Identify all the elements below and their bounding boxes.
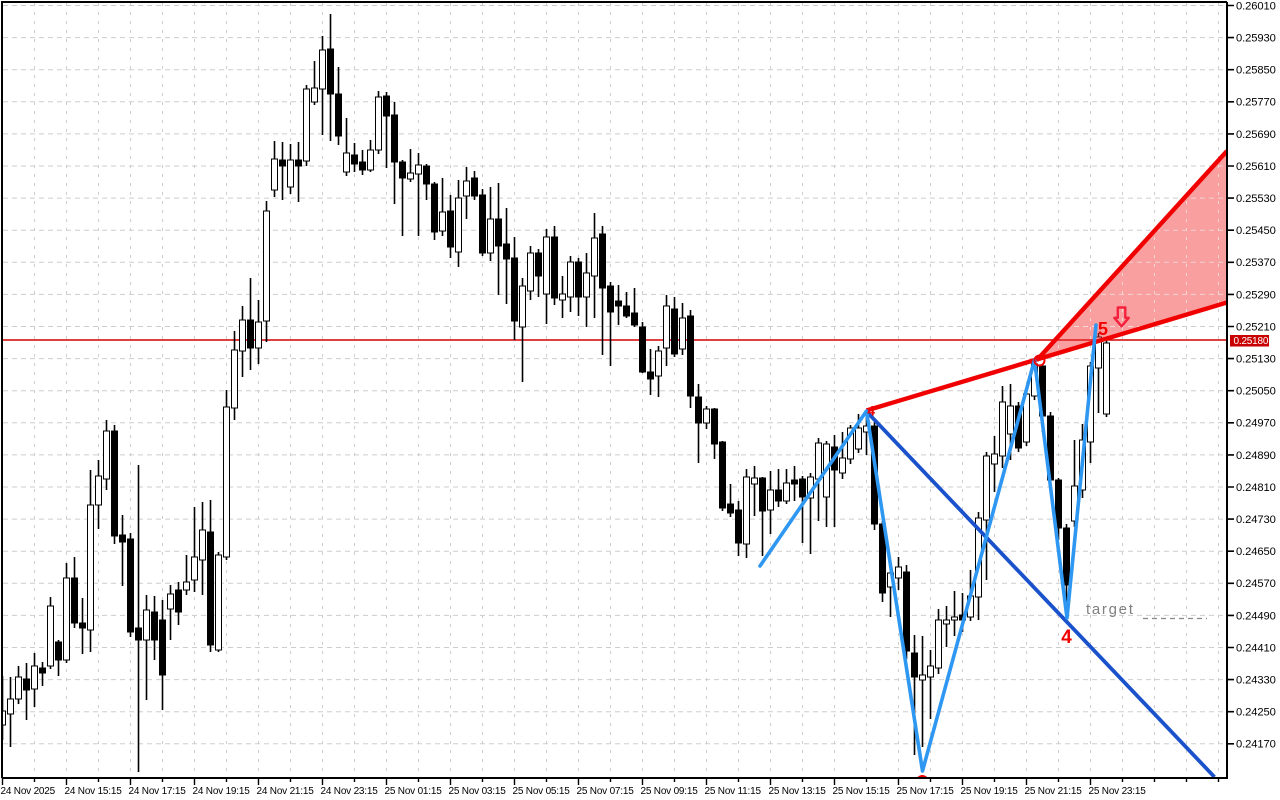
svg-text:0.25690: 0.25690 bbox=[1236, 129, 1276, 141]
svg-text:0.24810: 0.24810 bbox=[1236, 482, 1276, 494]
svg-text:0.25850: 0.25850 bbox=[1236, 65, 1276, 77]
svg-text:0.25290: 0.25290 bbox=[1236, 289, 1276, 301]
svg-text:0.24250: 0.24250 bbox=[1236, 707, 1276, 719]
svg-text:0.24170: 0.24170 bbox=[1236, 739, 1276, 751]
svg-text:target: target bbox=[1086, 601, 1135, 618]
svg-text:25 Nov 15:15: 25 Nov 15:15 bbox=[833, 786, 891, 797]
svg-text:0.25930: 0.25930 bbox=[1236, 33, 1276, 45]
svg-text:4: 4 bbox=[1061, 627, 1072, 648]
svg-text:25 Nov 19:15: 25 Nov 19:15 bbox=[961, 786, 1019, 797]
svg-text:0.24650: 0.24650 bbox=[1236, 546, 1276, 558]
svg-text:24 Nov 15:15: 24 Nov 15:15 bbox=[65, 786, 123, 797]
svg-text:0.25770: 0.25770 bbox=[1236, 97, 1276, 109]
svg-text:25 Nov 11:15: 25 Nov 11:15 bbox=[705, 786, 762, 797]
svg-text:0.24730: 0.24730 bbox=[1236, 514, 1276, 526]
svg-text:0.24970: 0.24970 bbox=[1236, 418, 1276, 430]
svg-text:24 Nov 21:15: 24 Nov 21:15 bbox=[257, 786, 315, 797]
svg-text:0.25210: 0.25210 bbox=[1236, 321, 1276, 333]
svg-text:0.24330: 0.24330 bbox=[1236, 675, 1276, 687]
svg-text:25 Nov 01:15: 25 Nov 01:15 bbox=[385, 786, 443, 797]
svg-text:0.24570: 0.24570 bbox=[1236, 578, 1276, 590]
svg-text:24 Nov 2025: 24 Nov 2025 bbox=[1, 786, 56, 797]
svg-text:25 Nov 07:15: 25 Nov 07:15 bbox=[577, 786, 635, 797]
svg-text:5: 5 bbox=[1098, 319, 1108, 339]
svg-text:25 Nov 21:15: 25 Nov 21:15 bbox=[1025, 786, 1083, 797]
svg-text:0.24410: 0.24410 bbox=[1236, 642, 1276, 654]
svg-text:0.25130: 0.25130 bbox=[1236, 354, 1276, 366]
svg-text:25 Nov 03:15: 25 Nov 03:15 bbox=[449, 786, 507, 797]
svg-text:25 Nov 23:15: 25 Nov 23:15 bbox=[1089, 786, 1147, 797]
svg-text:0.25450: 0.25450 bbox=[1236, 225, 1276, 237]
svg-text:25 Nov 09:15: 25 Nov 09:15 bbox=[641, 786, 699, 797]
svg-text:0.26010: 0.26010 bbox=[1236, 0, 1276, 12]
svg-text:24 Nov 17:15: 24 Nov 17:15 bbox=[129, 786, 187, 797]
svg-text:0.24490: 0.24490 bbox=[1236, 610, 1276, 622]
svg-text:25 Nov 05:15: 25 Nov 05:15 bbox=[513, 786, 571, 797]
svg-text:0.25530: 0.25530 bbox=[1236, 193, 1276, 205]
svg-text:0.25180: 0.25180 bbox=[1234, 336, 1269, 347]
svg-text:4: 4 bbox=[867, 403, 875, 419]
svg-text:0.24890: 0.24890 bbox=[1236, 450, 1276, 462]
svg-text:24 Nov 19:15: 24 Nov 19:15 bbox=[193, 786, 251, 797]
svg-text:0.25050: 0.25050 bbox=[1236, 386, 1276, 398]
svg-text:0.25610: 0.25610 bbox=[1236, 161, 1276, 173]
svg-text:24 Nov 23:15: 24 Nov 23:15 bbox=[321, 786, 379, 797]
svg-text:25 Nov 13:15: 25 Nov 13:15 bbox=[769, 786, 827, 797]
svg-text:25 Nov 17:15: 25 Nov 17:15 bbox=[897, 786, 955, 797]
svg-text:0.25370: 0.25370 bbox=[1236, 257, 1276, 269]
